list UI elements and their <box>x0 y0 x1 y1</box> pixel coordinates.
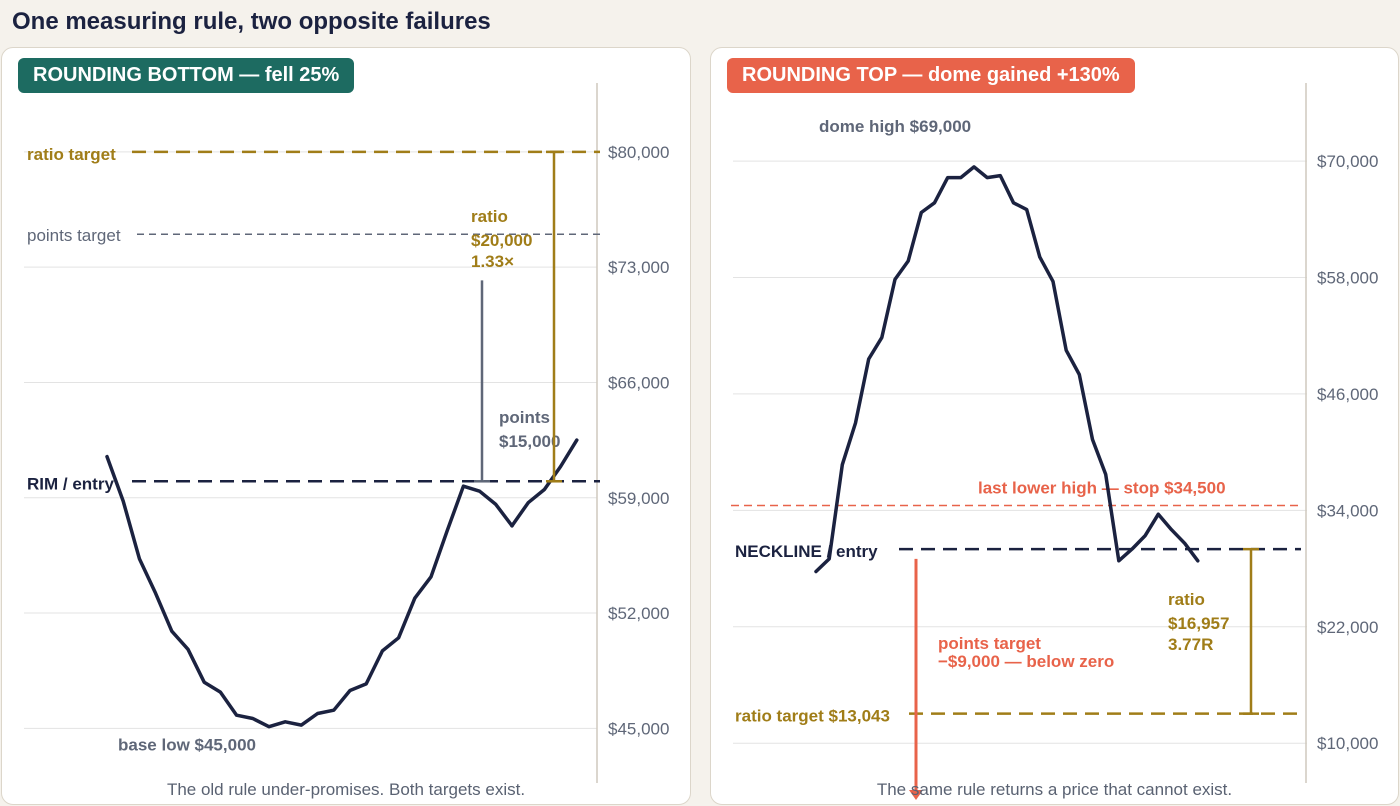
price-line-1 <box>510 438 579 528</box>
rounding-top-panel: ROUNDING TOP — dome gained +130% $10,000… <box>710 47 1399 805</box>
y-tick-label: $59,000 <box>608 489 669 508</box>
y-tick-label: $22,000 <box>1317 618 1378 637</box>
ratio-measure-amount: $16,957 <box>1168 614 1229 633</box>
ratio-measure-amount: $20,000 <box>471 231 532 250</box>
price-line-0 <box>105 454 514 729</box>
y-tick-label: $34,000 <box>1317 501 1378 520</box>
dome-high-label: dome high $69,000 <box>819 117 971 136</box>
rounding-bottom-caption: The old rule under-promises. Both target… <box>166 780 526 799</box>
y-tick-label: $10,000 <box>1317 734 1378 753</box>
y-tick-label: $70,000 <box>1317 152 1378 171</box>
rounding-bottom-badge: ROUNDING BOTTOM — fell 25% <box>18 58 355 93</box>
ratio-measure-label: ratio <box>1168 590 1205 609</box>
y-tick-label: $52,000 <box>608 604 669 623</box>
y-tick-label: $66,000 <box>608 373 669 392</box>
points-measure-arrowhead <box>909 790 923 800</box>
page-title: One measuring rule, two opposite failure… <box>12 8 491 35</box>
points-measure-amount: $15,000 <box>499 432 560 451</box>
rim-entry-label: RIM / entry <box>27 474 114 493</box>
y-tick-label: $58,000 <box>1317 268 1378 287</box>
rounding-top-chart: $10,000 $22,000 $34,000 $46,000 $58,000 $70,0… <box>731 83 1378 800</box>
rounding-top-badge: ROUNDING TOP — dome gained +130% <box>727 58 1135 93</box>
y-tick-label: $45,000 <box>608 719 669 738</box>
points-target-label: points target <box>27 226 121 245</box>
ratio-measure-label: ratio <box>471 207 508 226</box>
ratio-measure-multiple: 1.33× <box>471 252 514 271</box>
points-measure-amount: −$9,000 — below zero <box>938 652 1114 671</box>
y-tick-label: $80,000 <box>608 143 669 162</box>
price-line-0 <box>814 165 1200 574</box>
neckline-entry-label: NECKLINE / entry <box>735 542 878 561</box>
points-measure-label: points <box>499 408 550 427</box>
rounding-bottom-panel: ROUNDING BOTTOM — fell 25% $45,000 $52,00… <box>1 47 691 805</box>
y-tick-label: $46,000 <box>1317 385 1378 404</box>
base-low-label: base low $45,000 <box>118 735 256 754</box>
ratio-target-label: ratio target $13,043 <box>735 707 890 726</box>
ratio-measure-multiple: 3.77R <box>1168 635 1213 654</box>
rounding-top-caption: The same rule returns a price that canno… <box>876 780 1233 799</box>
y-tick-label: $73,000 <box>608 258 669 277</box>
ratio-target-label: ratio target <box>27 145 116 164</box>
stop-label: last lower high — stop $34,500 <box>978 478 1226 497</box>
rounding-bottom-chart: $45,000 $52,000 $59,000 $66,000 $73,000 $80,0… <box>24 83 669 783</box>
points-measure-label: points target <box>938 634 1041 653</box>
